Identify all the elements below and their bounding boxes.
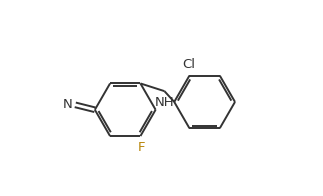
Text: N: N <box>63 98 73 111</box>
Text: F: F <box>138 141 145 154</box>
Text: NH: NH <box>155 96 175 109</box>
Text: Cl: Cl <box>182 58 195 71</box>
